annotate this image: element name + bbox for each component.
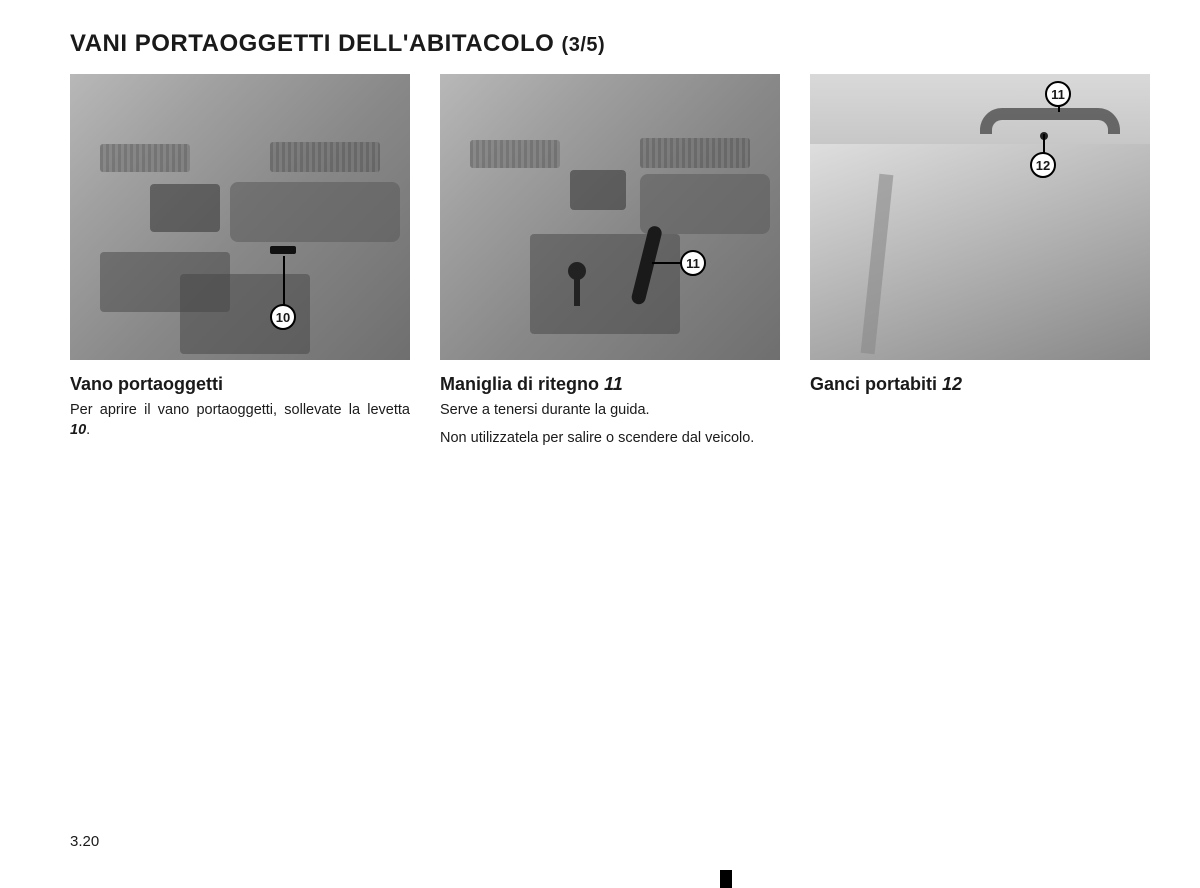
col-1: 39995 10 Vano portaoggetti Per aprire il… xyxy=(70,74,410,456)
para-2-1: Serve a tenersi durante la guida. xyxy=(440,401,780,421)
heading-1: Vano portaoggetti xyxy=(70,374,410,395)
heading-2: Maniglia di ritegno 11 xyxy=(440,374,780,395)
columns-wrap: 39995 10 Vano portaoggetti Per aprire il… xyxy=(70,74,1150,456)
callout-12: 12 xyxy=(1030,152,1056,178)
title-part: (3/5) xyxy=(562,34,606,56)
callout-10: 10 xyxy=(270,304,296,330)
figure-2: 39998 11 xyxy=(440,74,780,360)
title-main: VANI PORTAOGGETTI DELL'ABITACOLO xyxy=(70,30,554,57)
figure-3: 40042 11 12 xyxy=(810,74,1150,360)
figure-1: 39995 10 xyxy=(70,74,410,360)
heading-3: Ganci portabiti 12 xyxy=(810,374,1150,395)
callout-11b: 11 xyxy=(1045,81,1071,107)
para-2-2: Non utilizzatela per salire o scendere d… xyxy=(440,429,780,449)
page-number: 3.20 xyxy=(70,833,99,850)
crop-mark-icon xyxy=(720,870,732,888)
page-title: VANI PORTAOGGETTI DELL'ABITACOLO (3/5) xyxy=(70,30,1150,58)
col-2: 39998 11 Maniglia di ritegno 11 Serve a … xyxy=(440,74,780,456)
col-3: 40042 11 12 Ganci portabiti 12 xyxy=(810,74,1150,456)
para-1-1: Per aprire il vano portaoggetti, solleva… xyxy=(70,401,410,440)
callout-11a: 11 xyxy=(680,250,706,276)
